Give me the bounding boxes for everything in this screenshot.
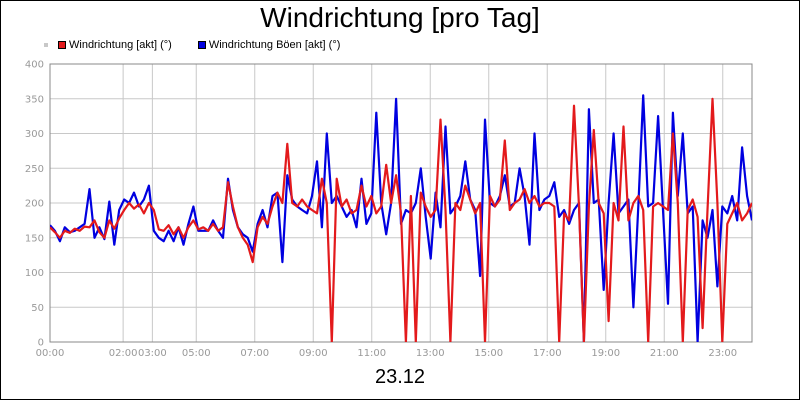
x-tick-label: 03:00 xyxy=(138,348,167,359)
legend-item-windrichtung: Windrichtung [akt] (°) xyxy=(58,39,172,51)
y-tick-label: 250 xyxy=(25,164,44,175)
x-tick-label: 13:00 xyxy=(416,348,445,359)
chart-date-label: 23.12 xyxy=(374,366,426,388)
chart-title: Windrichtung [pro Tag] xyxy=(260,2,540,33)
x-tick-label: 15:00 xyxy=(474,348,503,359)
legend-swatch-boeen xyxy=(197,41,206,49)
x-tick-label: 09:00 xyxy=(299,348,328,359)
y-tick-label: 350 xyxy=(25,94,44,105)
series-line-windrichtung xyxy=(50,97,752,342)
x-tick-label: 11:00 xyxy=(357,348,386,359)
chart-legend: Windrichtung [akt] (°) Windrichtung Böen… xyxy=(44,39,366,51)
x-tick-label: 21:00 xyxy=(650,348,679,359)
legend-item-boeen: Windrichtung Böen [akt] (°) xyxy=(197,39,341,51)
y-tick-label: 0 xyxy=(38,338,44,349)
legend-label-windrichtung: Windrichtung [akt] (°) xyxy=(69,39,172,51)
x-tick-label: 05:00 xyxy=(182,348,211,359)
x-tick-label: 02:00 xyxy=(109,348,138,359)
x-tick-label: 19:00 xyxy=(591,348,620,359)
legend-marker-icon xyxy=(44,43,48,47)
x-tick-label: 07:00 xyxy=(240,348,269,359)
y-tick-label: 150 xyxy=(25,233,44,244)
legend-label-boeen: Windrichtung Böen [akt] (°) xyxy=(208,39,341,51)
y-tick-label: 100 xyxy=(25,268,44,279)
x-tick-label: 23:00 xyxy=(708,348,737,359)
y-tick-label: 300 xyxy=(25,129,44,140)
x-tick-label: 17:00 xyxy=(533,348,562,359)
legend-swatch-windrichtung xyxy=(58,41,66,49)
y-tick-label: 50 xyxy=(31,303,44,314)
x-tick-label: 00:00 xyxy=(36,348,65,359)
y-tick-label: 400 xyxy=(25,60,44,71)
y-tick-label: 200 xyxy=(25,199,44,210)
